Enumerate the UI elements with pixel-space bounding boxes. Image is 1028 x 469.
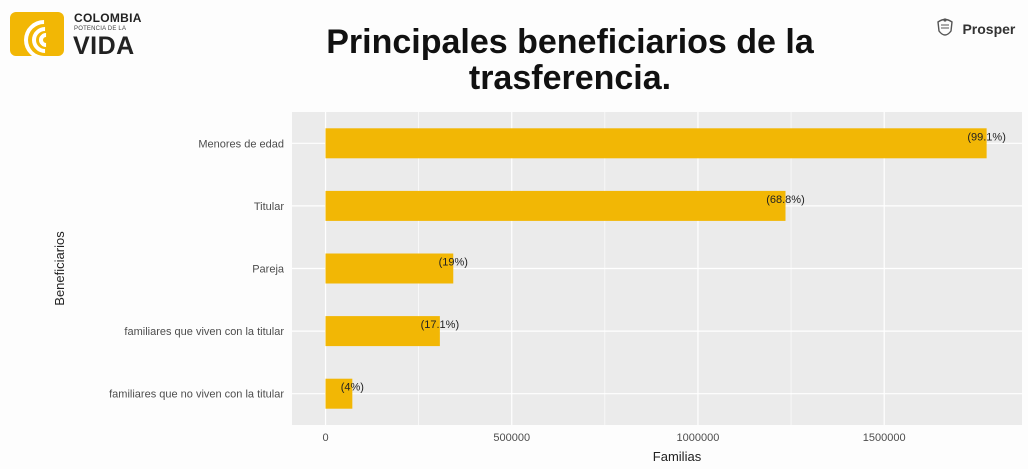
data-label: (19%) bbox=[439, 257, 468, 269]
bar bbox=[325, 378, 353, 409]
category-label: familiares que viven con la titular bbox=[124, 326, 284, 338]
prosperidad-logo: Prosper bbox=[935, 17, 1028, 47]
bar bbox=[325, 128, 987, 159]
coat-of-arms-icon bbox=[937, 18, 953, 36]
colombia-potencia-de-la-vida-logo: COLOMBIA POTENCIA DE LA VIDA bbox=[10, 8, 170, 60]
data-label: (4%) bbox=[341, 382, 364, 394]
x-axis-title: Familias bbox=[653, 449, 702, 464]
y-axis-title: Beneficiarios bbox=[52, 231, 67, 306]
x-tick-label: 1500000 bbox=[863, 432, 906, 444]
data-label: (68.8%) bbox=[766, 194, 805, 206]
bar bbox=[325, 190, 786, 221]
x-tick-label: 500000 bbox=[493, 432, 530, 444]
category-label: Titular bbox=[254, 201, 284, 213]
bar bbox=[325, 316, 440, 347]
bar bbox=[325, 253, 454, 284]
logo-text-potencia: POTENCIA DE LA bbox=[74, 26, 127, 32]
logo-mark-icon bbox=[10, 12, 64, 56]
data-label: (99.1%) bbox=[967, 131, 1006, 143]
slide-title: Principales beneficiarios de la trasfere… bbox=[326, 23, 814, 97]
category-label: Menores de edad bbox=[198, 138, 284, 150]
logo-text-vida: VIDA bbox=[73, 32, 135, 60]
logo-text-colombia: COLOMBIA bbox=[74, 11, 142, 25]
x-tick-label: 1000000 bbox=[677, 432, 720, 444]
category-label: familiares que no viven con la titular bbox=[109, 389, 284, 401]
x-tick-label: 0 bbox=[322, 432, 328, 444]
data-label: (17.1%) bbox=[421, 319, 460, 331]
category-label: Pareja bbox=[252, 264, 285, 276]
prosper-label: Prosper bbox=[962, 21, 1016, 37]
